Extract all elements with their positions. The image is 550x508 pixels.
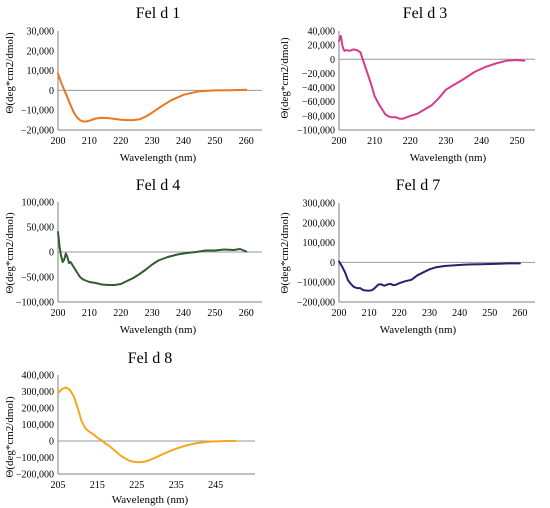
plot-area: −20,000 −10,000 0 10,000 20,000 30,000 200 210 2… xyxy=(21,27,262,147)
panel-title: Fel d 7 xyxy=(396,177,440,194)
x-tick-label: 215 xyxy=(90,480,105,491)
y-tick-label: 0 xyxy=(330,258,335,269)
plot-area: −200,000 −100,000 0 100,000 200,000 300,000 20… xyxy=(297,199,535,319)
x-tick-label: 230 xyxy=(438,136,453,147)
x-tick-label: 250 xyxy=(207,308,222,319)
x-tick-label: 200 xyxy=(51,136,66,147)
x-tick-label: 200 xyxy=(51,308,66,319)
series-line xyxy=(57,386,237,464)
x-tick-label: 245 xyxy=(208,480,223,491)
y-tick-label: −200,000 xyxy=(16,470,54,481)
x-axis-label: Wavelength (nm) xyxy=(380,324,457,336)
x-axis-label: Wavelength (nm) xyxy=(410,152,487,164)
x-tick-label: 240 xyxy=(176,136,191,147)
x-axis-label: Wavelength (nm) xyxy=(120,324,197,336)
x-tick-label: 240 xyxy=(176,308,191,319)
y-tick-label: 300,000 xyxy=(22,387,55,398)
y-tick-label: −100,000 xyxy=(297,278,335,289)
x-tick-label: 220 xyxy=(113,136,128,147)
y-tick-label: 100,000 xyxy=(22,420,55,431)
y-tick-label: −20,000 xyxy=(302,69,335,80)
y-tick-label: −100,000 xyxy=(297,126,335,137)
x-tick-label: 240 xyxy=(474,136,489,147)
plot-area: −100,000 −80,000 −60,000 −40,000 −20,000 0 20,… xyxy=(297,27,535,147)
panel-fel-d-4: Fel d 4 Θ(deg*cm2/dmol) Wavelength (nm) … xyxy=(4,177,262,336)
y-tick-label: 100,000 xyxy=(303,238,336,249)
x-tick-label: 235 xyxy=(169,480,184,491)
panel-fel-d-3: Fel d 3 Θ(deg*cm2/dmol) Wavelength (nm) … xyxy=(279,5,535,164)
panel-title: Fel d 8 xyxy=(128,350,172,367)
y-tick-label: −100,000 xyxy=(16,453,54,464)
y-tick-label: 50,000 xyxy=(27,223,55,234)
y-axis-label: Θ(deg*cm2/dmol) xyxy=(279,37,291,119)
y-tick-label: 20,000 xyxy=(27,46,55,57)
y-tick-label: 400,000 xyxy=(22,371,55,382)
y-tick-label: 200,000 xyxy=(22,404,55,415)
panel-fel-d-1: Fel d 1 Θ(deg*cm2/dmol) Wavelength (nm) … xyxy=(4,5,262,164)
x-tick-label: 250 xyxy=(510,136,525,147)
series-line xyxy=(338,260,521,292)
series-line xyxy=(338,35,526,120)
series-line xyxy=(57,72,248,123)
panel-fel-d-7: Fel d 7 Θ(deg*cm2/dmol) Wavelength (nm) … xyxy=(279,177,535,336)
x-axis-label: Wavelength (nm) xyxy=(120,152,197,164)
y-tick-label: −50,000 xyxy=(21,273,54,284)
y-tick-label: −60,000 xyxy=(302,97,335,108)
y-axis-label: Θ(deg*cm2/dmol) xyxy=(4,212,16,294)
x-tick-label: 205 xyxy=(51,480,66,491)
x-tick-label: 230 xyxy=(145,308,160,319)
y-tick-label: −40,000 xyxy=(302,83,335,94)
x-tick-label: 210 xyxy=(82,308,97,319)
x-tick-label: 250 xyxy=(207,136,222,147)
x-tick-label: 210 xyxy=(82,136,97,147)
x-axis-label: Wavelength (nm) xyxy=(112,494,189,506)
plot-area: −100,000 −50,000 0 50,000 100,000 200 210 220 23… xyxy=(16,198,262,319)
y-tick-label: 0 xyxy=(49,437,54,448)
x-tick-label: 220 xyxy=(113,308,128,319)
y-tick-label: 0 xyxy=(49,248,54,259)
y-tick-label: 20,000 xyxy=(308,41,336,52)
y-tick-label: −200,000 xyxy=(297,298,335,309)
x-tick-label: 225 xyxy=(129,480,144,491)
y-axis-label: Θ(deg*cm2/dmol) xyxy=(4,32,16,114)
y-axis-label: Θ(deg*cm2/dmol) xyxy=(4,396,16,478)
x-tick-label: 240 xyxy=(452,308,467,319)
panel-title: Fel d 1 xyxy=(136,5,180,22)
x-tick-label: 210 xyxy=(362,308,377,319)
x-tick-label: 260 xyxy=(239,136,254,147)
x-tick-label: 210 xyxy=(367,136,382,147)
panel-fel-d-8: Fel d 8 Θ(deg*cm2/dmol) Wavelength (nm) … xyxy=(4,350,255,506)
y-tick-label: 40,000 xyxy=(308,27,336,38)
x-tick-label: 250 xyxy=(482,308,497,319)
x-tick-label: 220 xyxy=(403,136,418,147)
y-tick-label: 300,000 xyxy=(303,199,336,210)
x-tick-label: 230 xyxy=(422,308,437,319)
series-line xyxy=(57,231,248,286)
y-axis-label: Θ(deg*cm2/dmol) xyxy=(279,212,291,294)
y-tick-label: 100,000 xyxy=(22,198,55,209)
y-tick-label: −100,000 xyxy=(16,298,54,309)
panel-title: Fel d 4 xyxy=(136,177,180,194)
x-tick-label: 260 xyxy=(239,308,254,319)
plot-area: −200,000 −100,000 0 100,000 200,000 300,000 40… xyxy=(16,371,255,491)
y-tick-label: 10,000 xyxy=(27,66,55,77)
x-tick-label: 220 xyxy=(392,308,407,319)
x-tick-label: 260 xyxy=(512,308,527,319)
panel-title: Fel d 3 xyxy=(403,5,447,22)
y-tick-label: −80,000 xyxy=(302,111,335,122)
y-tick-label: 200,000 xyxy=(303,218,336,229)
x-tick-label: 200 xyxy=(332,308,347,319)
x-tick-label: 200 xyxy=(332,136,347,147)
y-tick-label: 30,000 xyxy=(27,27,55,38)
y-tick-label: 0 xyxy=(330,55,335,66)
x-tick-label: 230 xyxy=(145,136,160,147)
y-tick-label: −20,000 xyxy=(21,126,54,137)
y-tick-label: 0 xyxy=(49,86,54,97)
y-tick-label: −10,000 xyxy=(21,106,54,117)
